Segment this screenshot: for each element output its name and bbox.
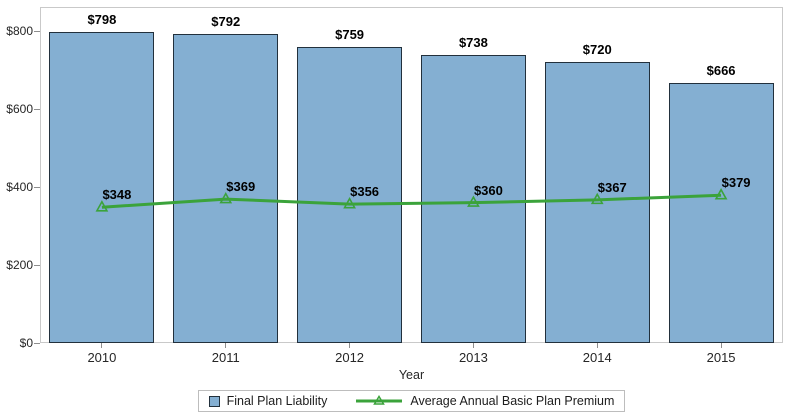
x-axis-title: Year	[398, 368, 425, 382]
y-tick	[34, 264, 40, 266]
y-tick-label: $600	[6, 102, 33, 116]
legend-box: Final Plan Liability Average Annual Basi…	[197, 390, 626, 412]
bar-series-swatch-icon	[208, 395, 220, 407]
bar-2010	[49, 31, 155, 343]
legend-label-bar-series: Final Plan Liability	[226, 394, 328, 408]
x-tick	[225, 343, 227, 348]
y-tick-label: $200	[6, 258, 33, 272]
bar-value-label: $720	[582, 42, 612, 58]
legend: Final Plan Liability Average Annual Basi…	[40, 390, 783, 412]
y-tick	[34, 108, 40, 110]
bar-2011	[173, 34, 279, 343]
x-tick-label-2015: 2015	[706, 350, 736, 365]
bar-2013	[420, 55, 526, 343]
x-tick	[596, 343, 598, 348]
x-tick-label-2014: 2014	[582, 350, 612, 365]
x-tick	[720, 343, 722, 348]
y-tick-label: $800	[6, 24, 33, 38]
bar-value-label: $666	[706, 63, 736, 79]
x-tick	[349, 343, 351, 348]
bar-value-label: $759	[335, 26, 365, 42]
y-tick	[34, 342, 40, 344]
x-tick-label-2012: 2012	[335, 350, 365, 365]
line-value-label: $360	[473, 182, 503, 198]
x-tick	[472, 343, 474, 348]
x-tick	[101, 343, 103, 348]
y-tick-label: $400	[6, 180, 33, 194]
line-value-label: $367	[597, 179, 627, 195]
line-value-label: $356	[350, 184, 380, 200]
x-tick-label-2013: 2013	[458, 350, 488, 365]
y-tick	[34, 186, 40, 188]
y-tick	[34, 30, 40, 32]
bar-2015	[668, 83, 774, 343]
x-tick-label-2010: 2010	[87, 350, 117, 365]
x-tick-label-2011: 2011	[211, 350, 240, 365]
bar-value-label: $738	[458, 35, 488, 51]
plot-area	[40, 7, 783, 343]
y-tick-label: $0	[19, 336, 33, 350]
line-value-label: $379	[721, 175, 751, 191]
bar-value-label: $798	[87, 11, 117, 27]
line-value-label: $369	[226, 179, 256, 195]
bar-2014	[544, 62, 650, 343]
line-value-label: $348	[102, 187, 132, 203]
line-series-sample-icon	[356, 395, 403, 405]
legend-label-line-series: Average Annual Basic Plan Premium	[410, 394, 615, 408]
bar-value-label: $792	[211, 14, 241, 30]
